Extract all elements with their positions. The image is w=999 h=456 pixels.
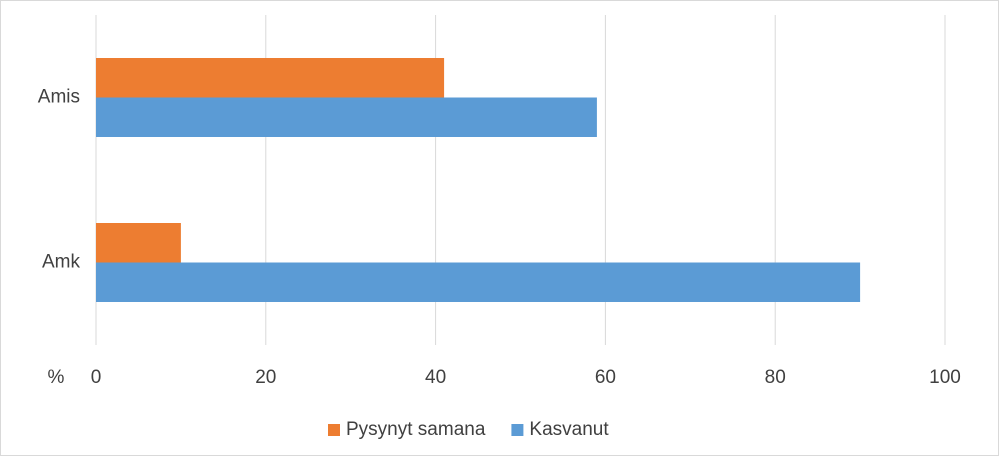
x-tick-label: 20 xyxy=(255,367,276,388)
legend-swatch xyxy=(328,424,340,436)
legend-swatch xyxy=(511,424,524,436)
legend-label: Pysynyt samana xyxy=(346,419,486,440)
bar xyxy=(96,97,597,137)
x-tick-label: 60 xyxy=(595,367,616,388)
x-axis-label: % xyxy=(48,367,65,388)
x-tick-label: 80 xyxy=(765,367,786,388)
y-tick-label: Amis xyxy=(38,87,80,108)
bar xyxy=(96,223,181,263)
x-tick-label: 100 xyxy=(929,367,961,388)
bar xyxy=(96,58,445,98)
x-tick-label: 0 xyxy=(91,367,102,388)
y-tick-label: Amk xyxy=(42,252,81,273)
x-tick-label: 40 xyxy=(425,367,446,388)
legend-label: Kasvanut xyxy=(529,419,609,440)
bar xyxy=(96,262,861,302)
